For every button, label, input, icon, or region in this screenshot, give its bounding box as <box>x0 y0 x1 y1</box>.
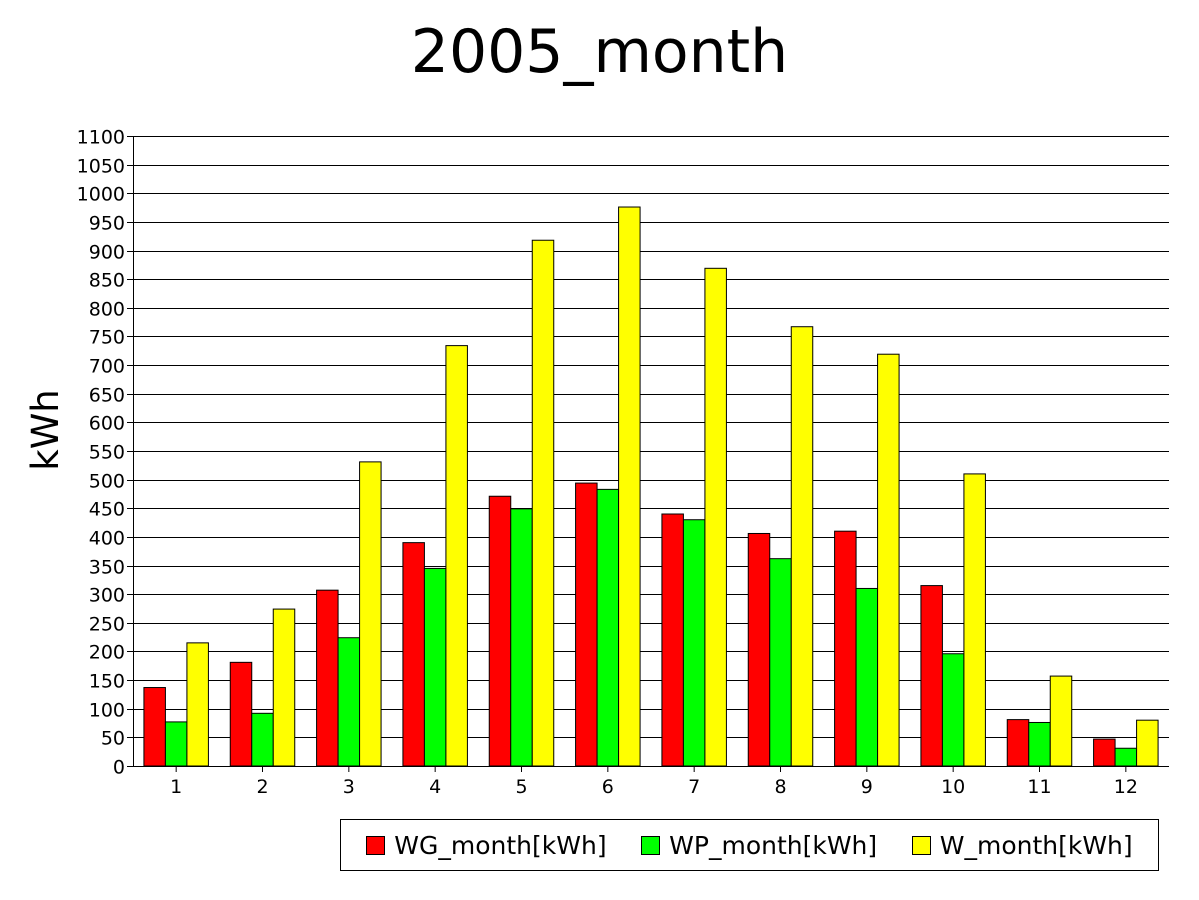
bar-wp-month <box>855 587 879 767</box>
bar-w-month <box>186 642 209 767</box>
y-tick-label: 500 <box>89 471 125 493</box>
bar-wg-month <box>402 542 425 767</box>
bar-wp-month <box>941 653 965 767</box>
y-tick-label: 1100 <box>77 127 125 149</box>
y-axis-ticks: 0 50 100 150 200 250 300 350 400 450 500 550 600 650 7… <box>77 127 133 779</box>
bar-w-month <box>963 473 986 767</box>
bar-wp-month <box>337 637 361 767</box>
x-tick-label: 5 <box>515 776 527 798</box>
bar-wp-month <box>164 721 188 767</box>
y-tick-label: 950 <box>89 213 125 235</box>
legend-item: WP_month[kWh] <box>641 831 877 860</box>
bar-wg-month <box>920 585 943 767</box>
y-tick-label: 750 <box>89 327 125 349</box>
x-tick-label: 11 <box>1027 776 1051 798</box>
legend-swatch <box>366 835 386 855</box>
x-tick-label: 6 <box>602 776 614 798</box>
y-tick-label: 300 <box>89 585 125 607</box>
bar-w-month <box>359 461 382 767</box>
bar-wg-month <box>1006 719 1030 767</box>
legend-label: W_month[kWh] <box>939 830 1133 860</box>
bar-w-month <box>1049 675 1073 767</box>
bar-w-month <box>272 608 296 767</box>
bar-wp-month <box>510 508 533 767</box>
y-tick-label: 250 <box>89 614 125 636</box>
bar-w-month <box>1136 719 1159 767</box>
y-tick-label: 350 <box>89 557 125 579</box>
y-tick-label: 400 <box>89 528 125 550</box>
bar-w-month <box>531 239 555 767</box>
y-tick-label: 800 <box>89 299 125 321</box>
y-tick-label: 0 <box>113 757 125 779</box>
y-tick-label: 900 <box>89 242 125 264</box>
bar-wg-month <box>834 530 857 767</box>
bar-wg-month <box>488 495 512 767</box>
y-tick-label: 700 <box>89 356 125 378</box>
y-tick-label: 50 <box>101 728 125 750</box>
bar-wg-month <box>575 482 598 767</box>
bar-wp-month <box>423 567 447 767</box>
x-tick-label: 8 <box>774 776 786 798</box>
y-tick-label: 550 <box>89 442 125 464</box>
bar-wp-month <box>1028 721 1051 767</box>
y-tick-label: 850 <box>89 270 125 292</box>
x-tick-label: 9 <box>861 776 873 798</box>
legend-swatch <box>641 835 661 855</box>
gridlines <box>133 136 1169 738</box>
legend: WG_month[kWh] WP_month[kWh] W_month[kWh] <box>340 819 1159 871</box>
axes <box>133 136 1169 767</box>
y-axis-label: kWh <box>24 389 67 470</box>
bar-w-month <box>445 345 468 767</box>
x-tick-label: 12 <box>1114 776 1138 798</box>
x-tick-label: 3 <box>343 776 355 798</box>
bar-wg-month <box>661 513 684 767</box>
y-tick-label: 650 <box>89 385 125 407</box>
legend-label: WP_month[kWh] <box>669 830 878 860</box>
bar-wg-month <box>747 532 771 767</box>
bar-wg-month <box>229 661 253 767</box>
x-tick-label: 7 <box>688 776 700 798</box>
legend-label: WG_month[kWh] <box>394 830 607 860</box>
x-tick-label: 2 <box>256 776 268 798</box>
x-tick-label: 4 <box>429 776 441 798</box>
bar-w-month <box>618 206 641 767</box>
x-axis-ticks: 1 2 3 4 5 6 7 8 9 10 11 12 <box>170 766 1138 798</box>
legend-item: WG_month[kWh] <box>366 830 607 860</box>
y-tick-label: 100 <box>89 700 125 722</box>
y-tick-label: 450 <box>89 499 125 521</box>
bar-wg-month <box>316 589 339 767</box>
y-tick-label: 1000 <box>77 184 125 206</box>
bar-wp-month <box>682 519 706 767</box>
bar-w-month <box>704 267 727 767</box>
bar-w-month <box>877 353 900 767</box>
bar-wg-month <box>143 687 166 767</box>
legend-item: W_month[kWh] <box>911 830 1133 860</box>
legend-swatch <box>911 835 931 855</box>
bars <box>143 206 1159 767</box>
x-tick-label: 10 <box>941 776 965 798</box>
bar-wp-month <box>596 488 620 767</box>
bar-wp-month <box>1114 747 1138 767</box>
y-tick-label: 150 <box>89 671 125 693</box>
y-tick-label: 1050 <box>77 156 125 178</box>
y-tick-label: 200 <box>89 642 125 664</box>
bar-w-month <box>790 326 814 767</box>
x-tick-label: 1 <box>170 776 182 798</box>
bar-wp-month <box>251 712 274 767</box>
bar-wp-month <box>769 558 792 767</box>
chart-title: 2005_month <box>410 17 789 87</box>
bar-wg-month <box>1093 738 1116 767</box>
y-tick-label: 600 <box>89 413 125 435</box>
